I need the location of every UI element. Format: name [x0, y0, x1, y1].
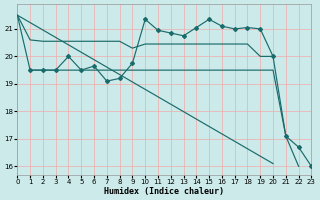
X-axis label: Humidex (Indice chaleur): Humidex (Indice chaleur)	[104, 187, 224, 196]
